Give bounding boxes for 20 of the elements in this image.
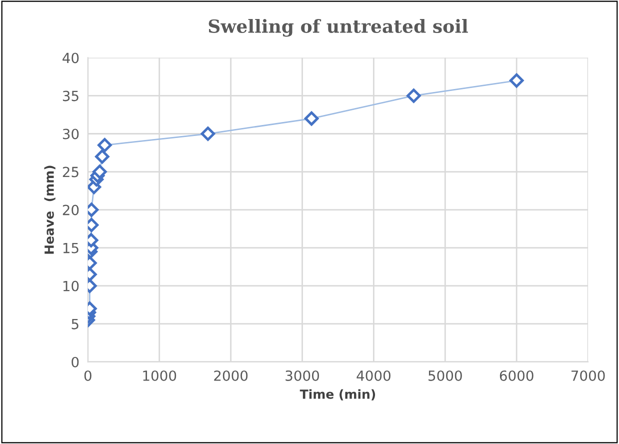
- x-tick-label: 0: [84, 370, 92, 381]
- x-tick-label: 6000: [500, 370, 534, 381]
- y-tick-label: 0: [72, 356, 79, 368]
- x-tick-label: 7000: [572, 370, 605, 381]
- x-tick-label: 3000: [286, 370, 319, 381]
- y-tick-label: 15: [63, 242, 78, 254]
- chart-title: Swelling of untreated soil: [208, 19, 468, 37]
- y-tick-label: 10: [63, 280, 79, 292]
- x-tick-label: 2000: [214, 370, 248, 381]
- x-tick-label: 4000: [356, 370, 390, 381]
- y-tick-label: 25: [62, 166, 78, 178]
- y-tick-label: 20: [62, 204, 79, 216]
- y-tick-label: 35: [62, 90, 78, 102]
- y-tick-label: 40: [62, 52, 79, 64]
- y-tick-label: 5: [72, 318, 78, 330]
- y-tick-label: 30: [62, 128, 79, 140]
- x-tick-label: 1000: [143, 370, 176, 381]
- y-axis-title: Heave (mm): [44, 166, 56, 254]
- x-tick-label: 5000: [428, 370, 462, 381]
- x-axis-title: Time (min): [300, 389, 376, 400]
